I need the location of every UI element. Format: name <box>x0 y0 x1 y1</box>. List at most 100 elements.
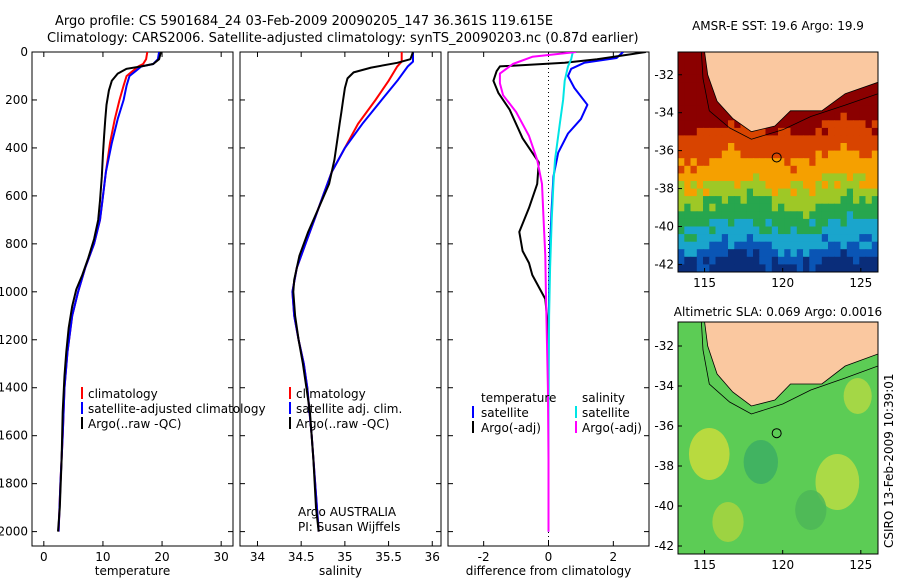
sst-cell <box>753 165 760 174</box>
sst-cell <box>709 241 717 250</box>
sst-cell <box>765 249 773 258</box>
sst-cell <box>865 112 873 121</box>
sst-cell <box>703 74 710 83</box>
sst-cell <box>821 112 829 121</box>
sst-cell <box>746 218 754 228</box>
sst-cell <box>859 241 867 250</box>
sst-cell <box>759 234 767 243</box>
sst-cell <box>678 74 685 83</box>
sst-cell <box>721 226 729 235</box>
sst-cell <box>771 165 779 174</box>
sst-cell <box>678 82 685 91</box>
sst-cell <box>834 150 842 159</box>
sst-cell <box>753 218 760 228</box>
sst-cell <box>709 165 717 174</box>
sst-cell <box>728 203 735 212</box>
sst-cell <box>815 112 823 121</box>
sst-cell <box>828 181 835 190</box>
sst-cell <box>703 211 710 220</box>
sst-cell <box>734 143 742 152</box>
sst-cell <box>678 143 685 152</box>
sst-cell <box>728 165 735 174</box>
sst-cell <box>678 211 685 220</box>
sst-cell <box>678 173 685 182</box>
sst-cell <box>753 226 760 235</box>
sst-cell <box>746 181 754 190</box>
sst-cell <box>790 234 798 243</box>
sst-cell <box>690 211 698 220</box>
sst-cell <box>778 264 785 272</box>
sst-cell <box>740 196 748 205</box>
temperature-series-satellite-adjusted-climatology <box>57 52 161 532</box>
sst-cell <box>765 158 773 167</box>
sst-cell <box>709 196 717 205</box>
sst-cell <box>846 135 854 144</box>
depth-tick-label: 200 <box>5 93 28 107</box>
sst-cell <box>821 249 829 258</box>
sst-cell <box>696 241 704 250</box>
temperature-xtick-label: 30 <box>214 550 229 564</box>
sst-cell <box>803 150 810 159</box>
sst-cell <box>734 165 742 174</box>
sla_map-ytick-label: -38 <box>654 459 674 473</box>
sst-cell <box>809 256 817 265</box>
sst-cell <box>678 264 685 272</box>
sst-cell <box>765 234 773 243</box>
sst-cell <box>753 135 760 144</box>
sst-cell <box>759 218 767 228</box>
sst-cell <box>865 127 873 137</box>
sst-cell <box>803 256 810 265</box>
sst-cell <box>784 181 792 190</box>
sst-cell <box>841 272 848 280</box>
sst-cell <box>684 173 692 182</box>
sst-cell <box>859 234 867 243</box>
sst-cell <box>840 165 848 174</box>
sst-cell <box>865 82 873 91</box>
sst-cell <box>871 135 878 144</box>
sst-cell <box>765 256 773 265</box>
sst-cell <box>803 249 810 258</box>
sst-cell <box>753 188 760 197</box>
sst-cell <box>734 272 741 280</box>
sst-cell <box>709 264 717 272</box>
sst-cell <box>865 203 873 212</box>
salinity-legend-label: climatology <box>296 387 366 401</box>
sst-cell <box>859 105 867 114</box>
sst-cell <box>709 181 717 190</box>
sst-cell <box>734 158 742 167</box>
sst_map-title: AMSR-E SST: 19.6 Argo: 19.9 <box>692 19 864 33</box>
sst-cell <box>778 196 785 205</box>
sst-cell <box>784 203 792 212</box>
temperature-xlabel: temperature <box>95 564 170 578</box>
sst-cell <box>803 196 810 205</box>
sst-cell <box>703 256 710 265</box>
sst-cell <box>715 196 723 205</box>
sst-cell <box>853 234 860 243</box>
sst-cell <box>696 74 704 83</box>
sst-cell <box>696 59 704 68</box>
sst-cell <box>790 143 798 152</box>
sst-cell <box>678 52 685 61</box>
sst-cell <box>784 112 792 121</box>
sst-cell <box>821 226 829 235</box>
sst-cell <box>834 226 842 235</box>
sst-cell <box>853 188 860 197</box>
sst-cell <box>834 218 842 228</box>
sst-cell <box>803 135 810 144</box>
sst-cell <box>678 249 685 258</box>
sst-cell <box>765 196 773 205</box>
sst-cell <box>678 241 685 250</box>
sst-cell <box>740 135 748 144</box>
sst-cell <box>803 218 810 228</box>
sst-cell <box>678 67 685 76</box>
sst-cell <box>778 188 785 197</box>
sst-cell <box>853 203 860 212</box>
sst-cell <box>721 112 729 121</box>
sst-cell <box>828 158 835 167</box>
sst-cell <box>728 272 735 280</box>
sst-cell <box>871 181 878 190</box>
sst-cell <box>803 241 810 250</box>
sst-cell <box>840 173 848 182</box>
sst-cell <box>871 173 878 182</box>
sst-cell <box>859 218 867 228</box>
